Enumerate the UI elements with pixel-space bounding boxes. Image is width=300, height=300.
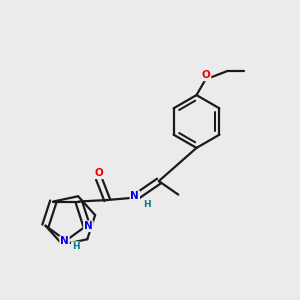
Text: N: N [60,236,69,246]
Text: N: N [130,191,139,201]
Text: O: O [202,70,211,80]
Text: O: O [94,168,103,178]
Text: N: N [84,221,93,231]
Text: H: H [72,242,80,251]
Text: H: H [144,200,151,209]
